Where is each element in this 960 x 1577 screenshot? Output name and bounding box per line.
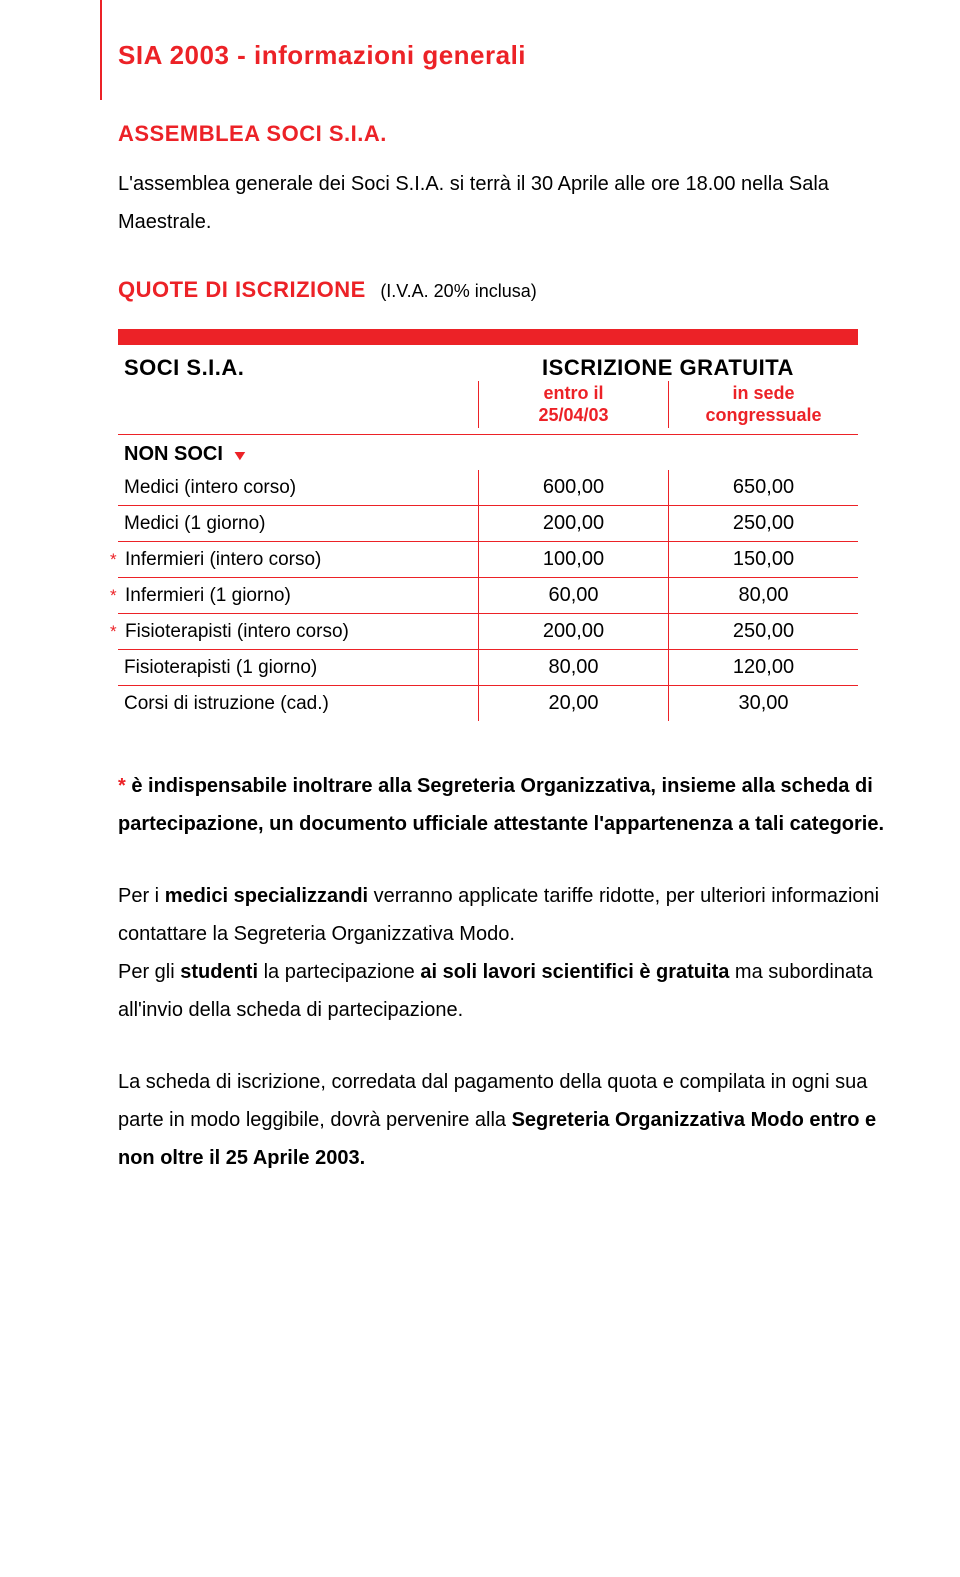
row-label-cell: *Infermieri (intero corso) [118,542,478,577]
para-studenti-bold1: studenti [180,961,258,983]
col2-head: in sede congressuale [668,381,858,428]
assemblea-text: L'assemblea generale dei Soci S.I.A. si … [118,165,890,241]
row-value-entro: 100,00 [478,542,668,577]
table-body: Medici (intero corso)600,00650,00Medici … [118,470,858,721]
gratuita-block: ISCRIZIONE GRATUITA entro il 25/04/03 in… [478,345,858,434]
row-label-cell: Fisioterapisti (1 giorno) [118,650,478,685]
row-value-sede: 120,00 [668,650,858,685]
row-star-icon: * [110,551,122,568]
para-scheda: La scheda di iscrizione, corredata dal p… [118,1063,890,1177]
col2-head-line1: in sede [732,383,794,403]
para-medici-bold1: medici specializzandi [165,885,368,907]
chevron-down-icon: ▼ [231,447,249,463]
col1-head: entro il 25/04/03 [478,381,668,428]
quote-heading: QUOTE DI ISCRIZIONE [118,277,366,302]
footnote-text: è indispensabile inoltrare alla Segreter… [118,775,884,835]
col1-head-line2: 25/04/03 [538,405,608,425]
para-studenti: Per gli studenti la partecipazione ai so… [118,953,890,1029]
para-studenti-lead: Per gli [118,961,180,983]
row-label: Corsi di istruzione (cad.) [124,693,329,715]
table-row: Medici (intero corso) 600,00650,00 [118,470,858,506]
row-value-sede: 650,00 [668,470,858,505]
row-value-sede: 150,00 [668,542,858,577]
table-row: *Infermieri (1 giorno)60,0080,00 [118,578,858,614]
para-studenti-bold2: ai soli lavori scientifici è gratuita [420,961,729,983]
row-value-entro: 80,00 [478,650,668,685]
quote-note: (I.V.A. 20% inclusa) [380,281,536,301]
col2-head-line2: congressuale [705,405,821,425]
sub-head-row: entro il 25/04/03 in sede congressuale [478,381,858,434]
row-label-cell: Medici (intero corso) [118,470,478,505]
row-label: Fisioterapisti (intero corso) [125,621,349,643]
row-label-cell: *Fisioterapisti (intero corso) [118,614,478,649]
row-star-icon: * [110,623,122,640]
table-header-row: SOCI S.I.A. ISCRIZIONE GRATUITA entro il… [118,345,858,435]
footnote-star: * [118,775,126,797]
col1-head-line1: entro il [543,383,603,403]
row-label: Medici (intero corso) [124,477,296,499]
row-value-entro: 200,00 [478,614,668,649]
row-label-cell: Medici (1 giorno) [118,506,478,541]
row-label: Fisioterapisti (1 giorno) [124,657,317,679]
row-value-sede: 30,00 [668,686,858,721]
price-table: SOCI S.I.A. ISCRIZIONE GRATUITA entro il… [118,329,858,721]
non-soci-label: NON SOCI [124,443,223,466]
table-row: Medici (1 giorno) 200,00250,00 [118,506,858,542]
table-row: Corsi di istruzione (cad.) 20,0030,00 [118,686,858,721]
non-soci-row: NON SOCI ▼ [118,435,858,470]
table-row: *Infermieri (intero corso)100,00150,00 [118,542,858,578]
gratuita-label: ISCRIZIONE GRATUITA [478,345,858,381]
body-copy: * è indispensabile inoltrare alla Segret… [118,767,890,1177]
row-value-entro: 600,00 [478,470,668,505]
table-top-bar [118,329,858,345]
page-title: SIA 2003 - informazioni generali [118,40,890,71]
row-value-sede: 250,00 [668,614,858,649]
table-row: Fisioterapisti (1 giorno) 80,00120,00 [118,650,858,686]
para-medici: Per i medici specializzandi verranno app… [118,877,890,953]
soci-label: SOCI S.I.A. [118,345,478,434]
row-label-cell: Corsi di istruzione (cad.) [118,686,478,721]
row-value-entro: 200,00 [478,506,668,541]
row-star-icon: * [110,587,122,604]
row-value-entro: 20,00 [478,686,668,721]
row-label: Medici (1 giorno) [124,513,266,535]
left-red-rule [100,0,102,100]
row-label-cell: *Infermieri (1 giorno) [118,578,478,613]
table-row: *Fisioterapisti (intero corso)200,00250,… [118,614,858,650]
quote-heading-line: QUOTE DI ISCRIZIONE (I.V.A. 20% inclusa) [118,277,890,303]
footnote-para: * è indispensabile inoltrare alla Segret… [118,767,890,843]
row-value-entro: 60,00 [478,578,668,613]
row-label: Infermieri (1 giorno) [125,585,291,607]
assemblea-heading: ASSEMBLEA SOCI S.I.A. [118,121,890,147]
para-studenti-mid: la partecipazione [258,961,420,983]
row-value-sede: 80,00 [668,578,858,613]
row-label: Infermieri (intero corso) [125,549,321,571]
row-value-sede: 250,00 [668,506,858,541]
para-medici-lead: Per i [118,885,165,907]
